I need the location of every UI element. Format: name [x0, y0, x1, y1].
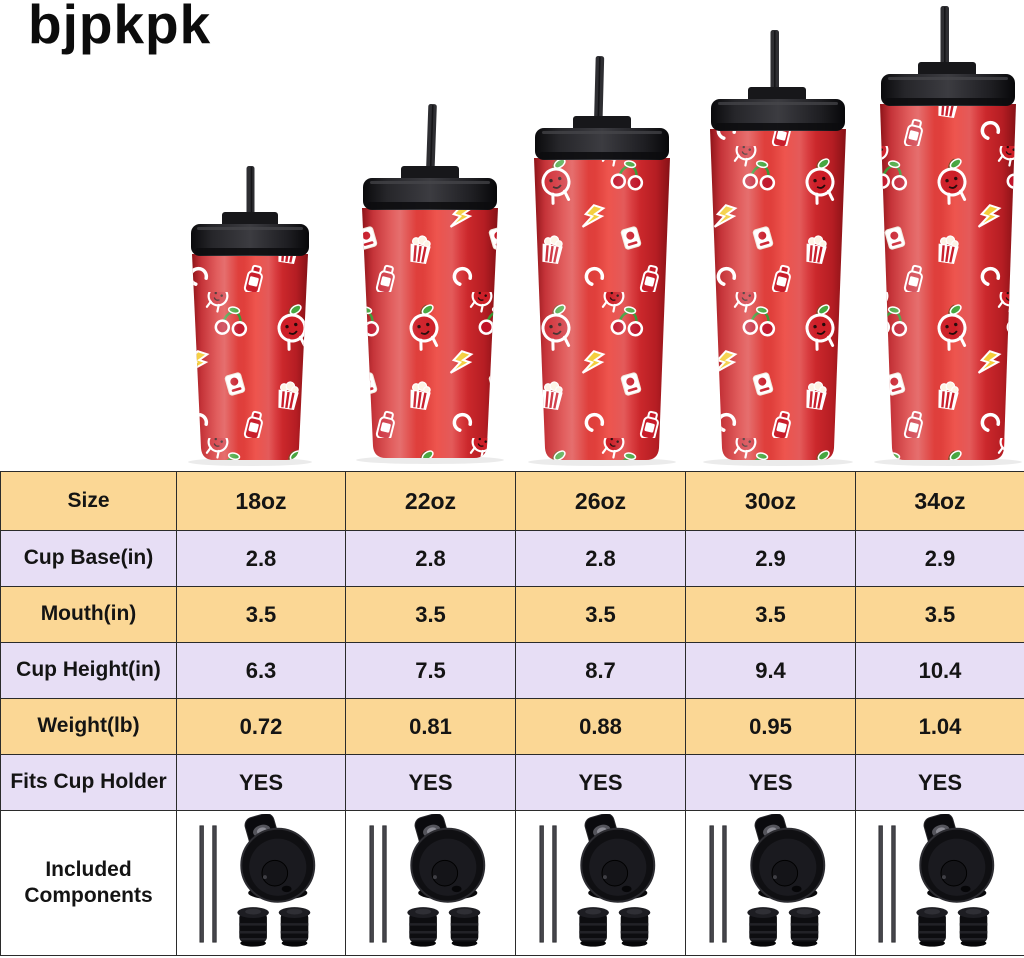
tumbler-22oz	[356, 103, 504, 464]
cup-holder-value: YES	[176, 754, 346, 811]
cup-height-value: 6.3	[176, 642, 346, 699]
included-components-cell	[515, 810, 686, 956]
cup-holder-value: YES	[515, 754, 686, 811]
weight-value: 0.95	[685, 698, 856, 755]
size-value-22oz: 22oz	[345, 471, 516, 531]
spec-row-cup-base: Cup Base(in) 2.8 2.8 2.8 2.9 2.9	[0, 530, 1024, 587]
included-components-cell	[176, 810, 346, 956]
cup-base-value: 2.8	[176, 530, 346, 587]
spec-row-included-components: Included Components	[0, 810, 1024, 956]
included-components-cell	[685, 810, 856, 956]
included-components-image	[708, 814, 825, 948]
row-label-weight: Weight(lb)	[0, 698, 177, 755]
mouth-value: 3.5	[855, 586, 1024, 643]
tumbler-18oz	[188, 166, 312, 466]
mouth-value: 3.5	[345, 586, 516, 643]
size-value-30oz: 30oz	[685, 471, 856, 531]
included-components-image	[198, 814, 316, 948]
row-label-cup-height: Cup Height(in)	[0, 642, 177, 699]
weight-value: 1.04	[855, 698, 1024, 755]
row-label-cup-base: Cup Base(in)	[0, 530, 177, 587]
included-components-image	[538, 814, 655, 948]
cup-base-value: 2.9	[855, 530, 1024, 587]
size-value-34oz: 34oz	[855, 471, 1024, 531]
mouth-value: 3.5	[685, 586, 856, 643]
cup-holder-value: YES	[685, 754, 856, 811]
weight-value: 0.88	[515, 698, 686, 755]
row-label-mouth: Mouth(in)	[0, 586, 177, 643]
tumbler-lineup	[188, 6, 1022, 466]
mouth-value: 3.5	[515, 586, 686, 643]
spec-row-cup-holder: Fits Cup Holder YES YES YES YES YES	[0, 754, 1024, 811]
size-value-26oz: 26oz	[515, 471, 686, 531]
included-components-image	[368, 814, 485, 948]
included-components-cell	[345, 810, 516, 956]
included-components-image	[877, 814, 995, 948]
spec-row-mouth: Mouth(in) 3.5 3.5 3.5 3.5 3.5	[0, 586, 1024, 643]
row-label-size: Size	[0, 471, 177, 531]
cup-height-value: 10.4	[855, 642, 1024, 699]
size-value-18oz: 18oz	[176, 471, 346, 531]
cup-base-value: 2.8	[345, 530, 516, 587]
brand-logo: bjpkpk	[28, 0, 212, 55]
row-label-cup-holder: Fits Cup Holder	[0, 754, 177, 811]
mouth-value: 3.5	[176, 586, 346, 643]
cup-holder-value: YES	[855, 754, 1024, 811]
included-components-cell	[855, 810, 1024, 956]
cup-base-value: 2.8	[515, 530, 686, 587]
tumbler-26oz	[528, 55, 676, 466]
row-label-included-components: Included Components	[0, 810, 177, 956]
tumbler-30oz	[703, 30, 853, 466]
cup-height-value: 7.5	[345, 642, 516, 699]
weight-value: 0.72	[176, 698, 346, 755]
cup-holder-value: YES	[345, 754, 516, 811]
spec-row-weight: Weight(lb) 0.72 0.81 0.88 0.95 1.04	[0, 698, 1024, 755]
tumbler-34oz	[874, 6, 1022, 466]
cup-height-value: 8.7	[515, 642, 686, 699]
spec-row-size: Size 18oz 22oz 26oz 30oz 34oz	[0, 471, 1024, 531]
spec-table: Size 18oz 22oz 26oz 30oz 34oz Cup Base(i…	[0, 471, 1024, 956]
spec-row-cup-height: Cup Height(in) 6.3 7.5 8.7 9.4 10.4	[0, 642, 1024, 699]
cup-height-value: 9.4	[685, 642, 856, 699]
weight-value: 0.81	[345, 698, 516, 755]
cup-base-value: 2.9	[685, 530, 856, 587]
